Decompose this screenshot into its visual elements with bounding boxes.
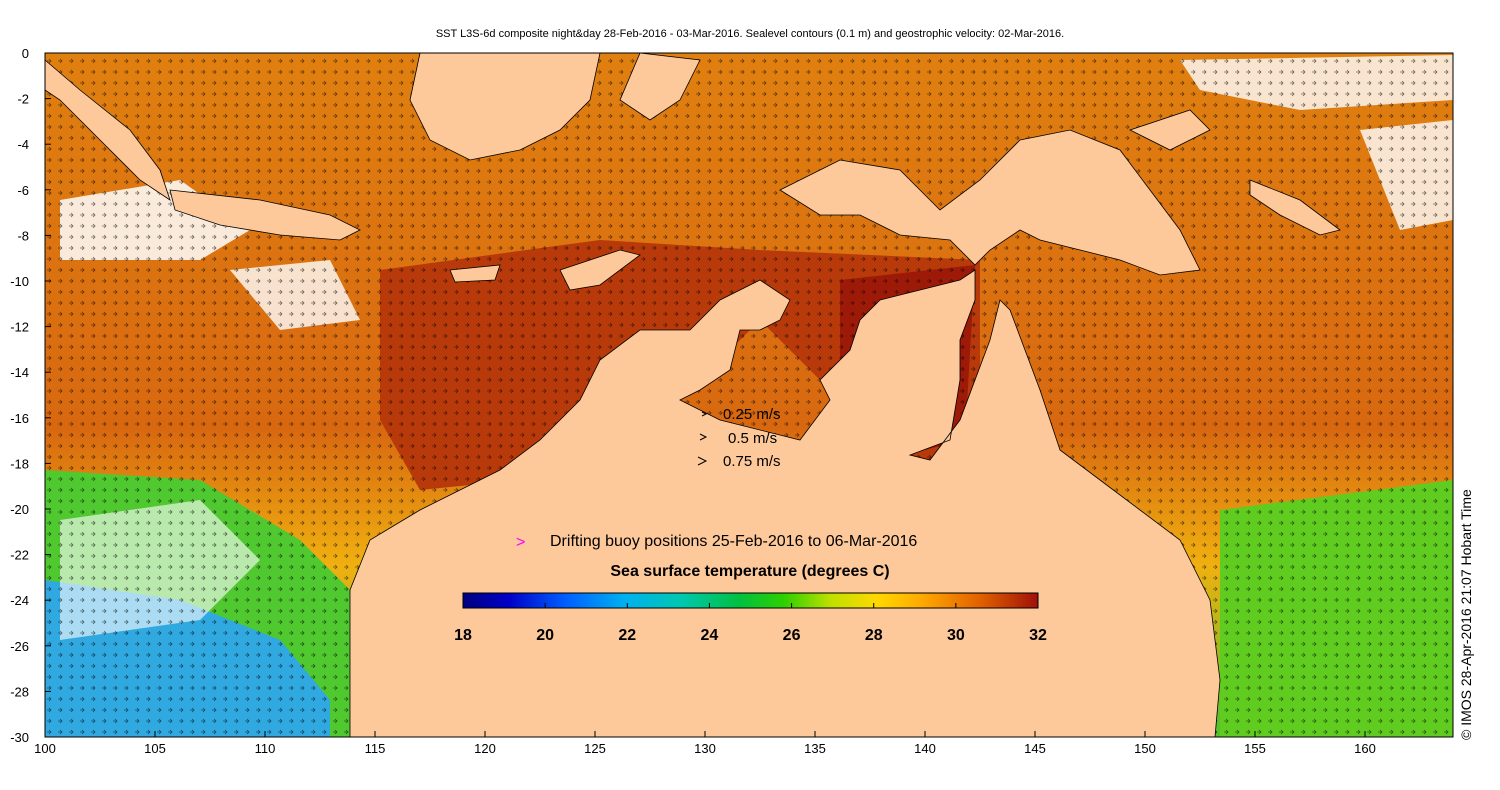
- borneo-landmass: [409, 53, 601, 161]
- y-tick-label: 0: [22, 46, 29, 61]
- buoy-legend-label: Drifting buoy positions 25-Feb-2016 to 0…: [550, 533, 917, 550]
- y-tick-label: -4: [17, 137, 29, 152]
- copyright-credit: © IMOS 28-Apr-2016 21:07 Hobart Time: [1458, 489, 1474, 740]
- colorbar-tick-label: 24: [701, 627, 719, 644]
- y-tick-label: -12: [10, 320, 29, 335]
- x-tick-label: 105: [144, 741, 166, 756]
- colorbar-tick-label: 26: [783, 627, 801, 644]
- velocity-arrow-0: [701, 411, 708, 417]
- y-tick-label: -28: [10, 684, 29, 699]
- australia-landmass: [349, 269, 1221, 737]
- y-tick-label: -14: [10, 365, 29, 380]
- plot-frame: [44, 52, 1454, 738]
- map-title: SST L3S-6d composite night&day 28-Feb-20…: [435, 28, 1065, 40]
- colorbar-tick-label: 18: [454, 627, 472, 644]
- velocity-label-0: 0.25 m/s: [723, 406, 781, 423]
- x-tick-label: 140: [914, 741, 936, 756]
- y-tick-label: -6: [17, 183, 29, 198]
- x-axis-ticks: 100 105 110 115 120 125 130 135 140 145 150 155 160: [34, 731, 1376, 756]
- y-axis-ticks: 0 -2 -4 -6 -8 -10 -12 -14 -16 -18 -20 -22 -24 -26 -28 -…: [10, 46, 51, 745]
- y-tick-label: -22: [10, 548, 29, 563]
- y-tick-label: -16: [10, 411, 29, 426]
- colorbar-gradient: [462, 592, 1039, 609]
- velocity-arrow-2: [697, 456, 708, 466]
- velocity-label-1: 0.5 m/s: [728, 430, 777, 447]
- y-tick-label: -24: [10, 593, 29, 608]
- x-tick-label: 160: [1354, 741, 1376, 756]
- colorbar-tick-label: 28: [865, 627, 883, 644]
- java-landmass: [169, 189, 361, 241]
- sulawesi-landmass: [619, 53, 701, 121]
- y-tick-label: -26: [10, 639, 29, 654]
- solomon-islands-landmass: [1249, 179, 1341, 236]
- colorbar: Sea surface temperature (degrees C) 18 20…: [454, 563, 1047, 644]
- x-tick-label: 150: [1134, 741, 1156, 756]
- colorbar-title: Sea surface temperature (degrees C): [610, 563, 889, 580]
- colorbar-ticks: 18 20 22 24 26 28 30 32: [454, 603, 1047, 644]
- sumba-landmass: [449, 264, 501, 283]
- y-tick-label: -20: [10, 502, 29, 517]
- buoy-legend: > Drifting buoy positions 25-Feb-2016 to…: [516, 533, 917, 551]
- colorbar-tick-label: 20: [536, 627, 554, 644]
- y-tick-label: -2: [17, 92, 29, 107]
- y-tick-label: -8: [17, 228, 29, 243]
- buoy-symbol: >: [516, 534, 525, 551]
- colorbar-tick-label: 32: [1029, 627, 1047, 644]
- x-tick-label: 100: [34, 741, 56, 756]
- y-tick-label: -30: [10, 730, 29, 745]
- velocity-label-2: 0.75 m/s: [723, 453, 781, 470]
- x-tick-label: 110: [255, 741, 276, 756]
- timor-landmass: [559, 249, 641, 291]
- y-tick-label: -10: [10, 274, 29, 289]
- velocity-legend: 0.25 m/s 0.5 m/s 0.75 m/s: [697, 406, 781, 470]
- map-plot-area: [45, 53, 1453, 737]
- velocity-arrow-1: [699, 433, 708, 441]
- colorbar-tick-label: 22: [618, 627, 636, 644]
- x-tick-label: 120: [474, 741, 496, 756]
- y-tick-label: -18: [10, 456, 29, 471]
- sumatra-landmass: [45, 59, 171, 201]
- colorbar-tick-label: 30: [947, 627, 965, 644]
- new-guinea-landmass: [779, 129, 1201, 276]
- x-tick-label: 145: [1024, 741, 1046, 756]
- x-tick-label: 130: [694, 741, 716, 756]
- x-tick-label: 125: [584, 741, 606, 756]
- x-tick-label: 135: [804, 741, 826, 756]
- x-tick-label: 115: [365, 741, 386, 756]
- new-britain-landmass: [1128, 109, 1211, 151]
- x-tick-label: 155: [1244, 741, 1266, 756]
